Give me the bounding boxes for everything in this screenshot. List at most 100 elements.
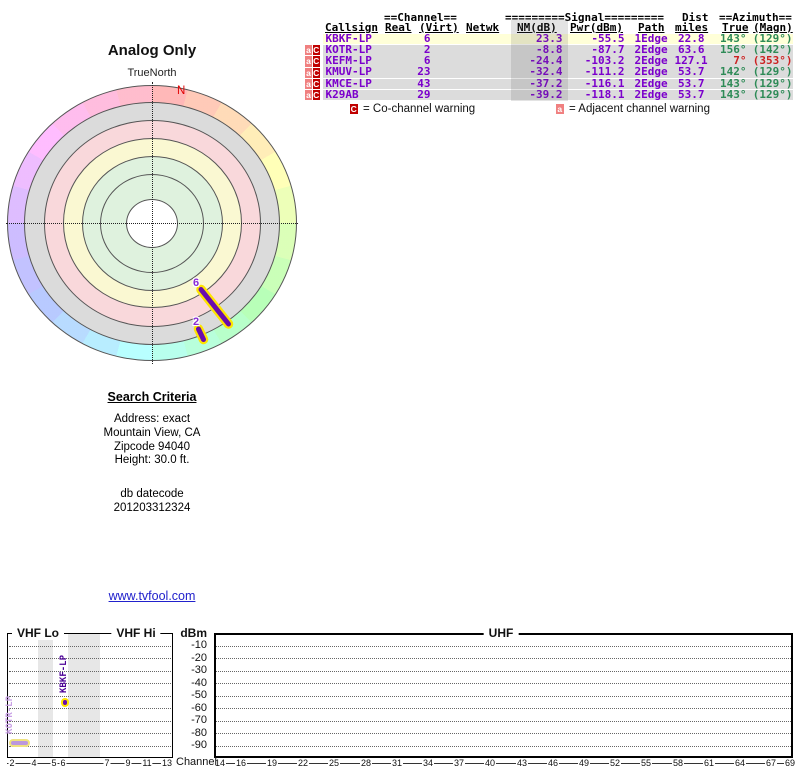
col-header-pwr: Pwr(dBm) — [570, 20, 623, 34]
channel-tick-label: 28 — [359, 757, 373, 768]
pwr-cell: -111.2 — [584, 65, 625, 79]
channel-tick-label: 58 — [671, 757, 685, 768]
real-channel-cell: 23 — [417, 65, 431, 79]
miles-cell: 53.7 — [678, 76, 705, 90]
callsign-cell: KEFM-LP — [325, 54, 372, 68]
channel-tick-label: 2 — [8, 757, 16, 768]
real-channel-cell: 2 — [423, 42, 431, 56]
callsign-cell: KMCE-LP — [325, 76, 372, 90]
dbm-tick-label: -50 — [191, 689, 207, 701]
channel-tick-label: 7 — [103, 757, 111, 768]
tvfool-link[interactable]: www.tvfool.com — [108, 589, 196, 603]
dbm-tick-label: -70 — [191, 714, 207, 726]
pwr-cell: -116.1 — [584, 76, 625, 90]
header-group-signal: =========Signal========= — [505, 11, 664, 24]
channel-tick-label: 22 — [296, 757, 310, 768]
col-header-magn: (Magn) — [753, 20, 793, 34]
dbm-axis-title: dBm — [180, 626, 207, 640]
real-channel-cell: 6 — [423, 31, 431, 45]
azimuth-magn-cell: (129°) — [752, 76, 793, 90]
channel-tick-label: 55 — [639, 757, 653, 768]
channel-tick-label: 4 — [30, 757, 38, 768]
path-cell: 2Edge — [634, 76, 668, 90]
azimuth-true-cell: 7° — [733, 54, 747, 68]
co-channel-warning-badge: C — [312, 67, 320, 78]
channel-tick-label: 19 — [265, 757, 279, 768]
azimuth-true-cell: 143° — [720, 76, 747, 90]
north-indicator: N — [177, 85, 186, 97]
pwr-cell: -55.5 — [591, 31, 625, 45]
search-height: Height: 30.0 ft. — [114, 454, 190, 467]
azimuth-magn-cell: (129°) — [752, 87, 793, 101]
co-channel-warning-badge: C — [312, 89, 320, 101]
search-zipcode: Zipcode 94040 — [113, 440, 191, 453]
channel-tick-label: 46 — [546, 757, 560, 768]
real-channel-cell: 29 — [417, 87, 431, 101]
vhf-hi-label: VHF Hi — [111, 626, 161, 640]
nm-cell: -8.8 — [536, 42, 563, 56]
azimuth-true-cell: 142° — [720, 65, 747, 79]
miles-cell: 53.7 — [678, 87, 705, 101]
header-group-dist: Dist — [682, 11, 709, 24]
nm-cell: -39.2 — [529, 87, 563, 101]
channel-tick-label: 43 — [515, 757, 529, 768]
azimuth-magn-cell: (353°) — [752, 54, 793, 68]
search-criteria-title: Search Criteria — [107, 390, 197, 404]
dbm-tick-label: -20 — [191, 651, 207, 664]
miles-cell: 63.6 — [678, 42, 705, 56]
radar-orientation-label: TrueNorth — [127, 67, 177, 79]
col-header-true: True — [722, 20, 749, 34]
dbm-tick-label: -40 — [191, 676, 207, 689]
channel-tick-label: 9 — [124, 757, 132, 768]
adjacent-channel-legend-text: = Adjacent channel warning — [569, 103, 710, 115]
co-channel-legend-text: = Co-channel warning — [363, 103, 476, 115]
azimuth-magn-cell: (142°) — [752, 42, 793, 56]
pwr-cell: -87.7 — [591, 42, 625, 56]
azimuth-magn-cell: (129°) — [752, 65, 793, 79]
channel-tick-label: 52 — [608, 757, 622, 768]
channel-tick-label: 61 — [702, 757, 716, 768]
path-cell: 2Edge — [634, 42, 668, 56]
vhf-lo-label: VHF Lo — [12, 626, 64, 640]
vhf-panel — [7, 633, 173, 758]
channel-tick-label: 69 — [783, 757, 797, 768]
callsign-cell: KBKF-LP — [325, 31, 372, 45]
uhf-label: UHF — [483, 626, 519, 640]
nm-cell: -37.2 — [529, 76, 563, 90]
channel-tick-label: 49 — [577, 757, 591, 768]
path-cell: 2Edge — [634, 87, 668, 101]
nm-cell: 23.3 — [536, 31, 563, 45]
channel-tick-label: 13 — [160, 757, 174, 768]
pwr-cell: -118.1 — [584, 87, 625, 101]
callsign-cell: K29AB — [325, 87, 359, 101]
channel-tick-label: 31 — [390, 757, 404, 768]
header-group-channel: ==Channel== — [384, 11, 457, 24]
azimuth-true-cell: 156° — [720, 42, 747, 56]
channel-tick-label: 16 — [234, 757, 248, 768]
path-cell: 1Edge — [634, 31, 668, 45]
adjacent-warning-badge: a — [305, 45, 312, 56]
callsign-cell: KOTR-LP — [325, 42, 372, 56]
adjacent-channel-legend-icon: a — [556, 103, 564, 114]
db-datecode-value: 201203312324 — [113, 501, 191, 514]
search-address: Address: exact — [113, 413, 191, 425]
bar-label-ch6: 6 — [192, 277, 200, 289]
col-header-miles: miles — [675, 20, 709, 34]
radar-crosshair-vertical — [151, 82, 153, 364]
path-cell: 2Edge — [634, 65, 668, 79]
dbm-tick-label: -90 — [191, 739, 207, 751]
channel-axis-title: Channel — [176, 756, 217, 768]
search-city: Mountain View, CA — [103, 426, 201, 439]
channel-tick-label: 6 — [59, 757, 67, 768]
channel-tick-label: 25 — [327, 757, 341, 768]
adjacent-warning-badge: a — [305, 78, 312, 89]
dbm-tick-label: -60 — [191, 701, 207, 714]
channel-tick-label: 5 — [50, 757, 58, 768]
channel-tick-label: 64 — [733, 757, 747, 768]
path-cell: 2Edge — [634, 54, 668, 68]
